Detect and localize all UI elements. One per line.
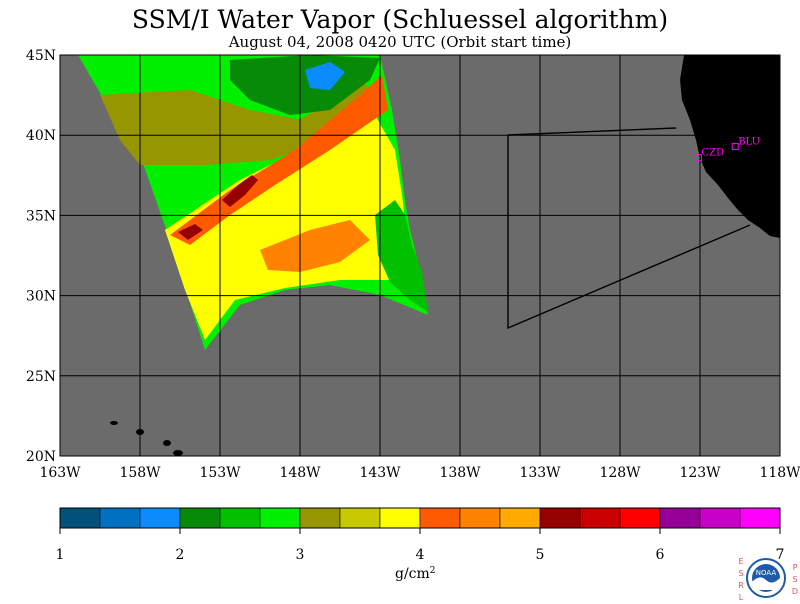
colorbar-swatch <box>139 507 181 529</box>
longitude-label: 153W <box>199 465 241 481</box>
colorbar-swatch <box>259 507 301 529</box>
longitude-labels: 163W 158W 153W 148W 143W 138W 133W 128W 123W 118W <box>39 465 800 481</box>
longitude-label: 148W <box>279 465 321 481</box>
swath-yellow-band <box>165 115 408 340</box>
latitude-label: 25N <box>26 369 56 385</box>
colorbar-swatch <box>219 507 261 529</box>
latitude-label: 30N <box>26 289 56 305</box>
colorbar-swatch <box>299 507 341 529</box>
map-frame <box>59 54 781 457</box>
colorbar-swatch <box>59 507 101 529</box>
noaa-logo-text: NOAA <box>756 569 777 577</box>
station-marker <box>694 154 702 162</box>
colorbar-swatch <box>739 507 781 529</box>
colorbar-swatch <box>699 507 741 529</box>
station-marker <box>731 142 739 150</box>
colorbar-swatch <box>419 507 461 529</box>
colorbar-unit-label: g/cm2 <box>395 566 436 582</box>
colorbar <box>59 507 781 529</box>
swath-darkred-west <box>178 224 203 240</box>
colorbar-swatch <box>379 507 421 529</box>
longitude-label: 138W <box>439 465 481 481</box>
colorbar-swatch <box>579 507 621 529</box>
colorbar-swatch <box>99 507 141 529</box>
longitude-label: 128W <box>599 465 641 481</box>
colorbar-tick-label: 3 <box>296 547 305 563</box>
north-america-coast <box>680 55 780 238</box>
longitude-label: 123W <box>679 465 721 481</box>
swath-green-east <box>375 200 428 312</box>
colorbar-swatch <box>459 507 501 529</box>
colorbar-swatch <box>499 507 541 529</box>
colorbar-swatch <box>339 507 381 529</box>
station-label: CZD <box>701 148 724 159</box>
colorbar-tick-label: 6 <box>656 547 665 563</box>
longitude-label: 133W <box>519 465 561 481</box>
longitude-label: 118W <box>759 465 800 481</box>
swath-data <box>78 55 428 350</box>
colorbar-tick-label: 1 <box>56 547 65 563</box>
station-label: BLU <box>738 136 760 147</box>
colorbar-swatch <box>179 507 221 529</box>
longitude-label: 143W <box>359 465 401 481</box>
colorbar-swatch <box>619 507 661 529</box>
latitude-label: 35N <box>26 208 56 224</box>
noaa-logo: NOAA <box>746 558 786 598</box>
colorbar-tick-label: 7 <box>776 547 785 563</box>
colorbar-tick-labels: 1 2 3 4 5 6 7 <box>56 528 785 563</box>
flight-track <box>507 127 751 330</box>
swath-darkred-core <box>222 175 258 207</box>
swath-orange-band <box>170 75 388 245</box>
colorbar-swatch <box>659 507 701 529</box>
latitude-label: 20N <box>26 449 56 465</box>
latitude-label: 40N <box>26 128 56 144</box>
latitude-labels: 20N 25N 30N 35N 40N 45N <box>26 48 56 465</box>
colorbar-tick-label: 5 <box>536 547 545 563</box>
longitude-label: 163W <box>39 465 81 481</box>
latitude-label: 45N <box>26 48 56 64</box>
colorbar-tick-label: 2 <box>176 547 185 563</box>
colorbar-tick-label: 4 <box>416 547 425 563</box>
swath-green-dark <box>230 55 380 115</box>
station-markers: CZD BLU <box>694 136 760 162</box>
map-subtitle: August 04, 2008 0420 UTC (Orbit start ti… <box>228 33 572 51</box>
swath-orange-south <box>260 220 370 272</box>
swath-blue-patch <box>305 62 345 90</box>
map-title: SSM/I Water Vapor (Schluessel algorithm) <box>131 5 669 34</box>
colorbar-swatch <box>539 507 581 529</box>
longitude-label: 158W <box>119 465 161 481</box>
